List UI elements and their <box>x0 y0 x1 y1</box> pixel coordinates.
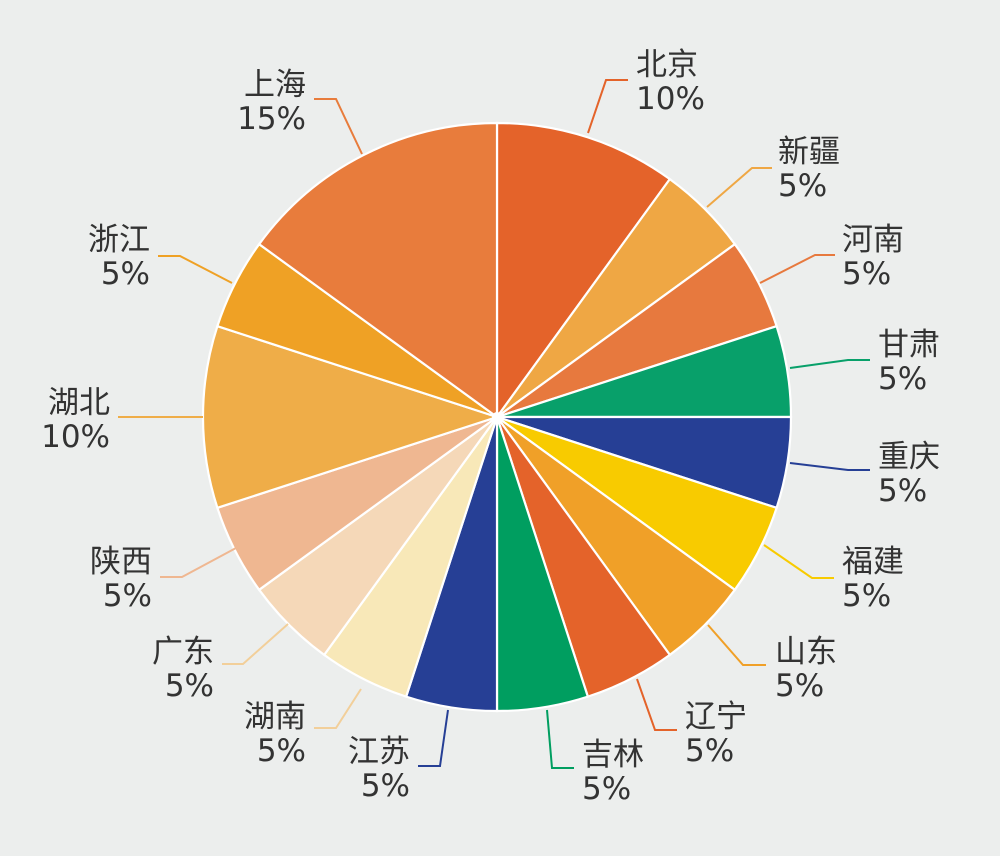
leader-line-5 <box>763 544 834 579</box>
leader-line-15 <box>314 98 363 155</box>
leader-line-6 <box>707 624 766 666</box>
leader-line-11 <box>222 623 289 665</box>
leader-line-12 <box>160 547 237 578</box>
slice-label-name-12: 陕西 <box>90 544 152 580</box>
pie-slices <box>201 121 793 713</box>
slice-label-value-13: 10% <box>41 419 110 455</box>
slice-label-name-10: 湖南 <box>244 699 306 735</box>
slice-label-name-11: 广东 <box>152 634 214 670</box>
slice-label-value-10: 5% <box>257 733 306 769</box>
leader-line-10 <box>314 688 362 729</box>
slice-label-name-5: 福建 <box>842 544 904 580</box>
leader-line-14 <box>158 255 233 284</box>
slice-label-name-9: 江苏 <box>348 734 410 770</box>
slice-label-value-8: 5% <box>582 771 631 807</box>
pie-slice-15 <box>257 121 499 420</box>
slice-label-name-3: 甘肃 <box>878 327 940 363</box>
slice-label-name-7: 辽宁 <box>685 699 747 735</box>
slice-label-name-2: 河南 <box>842 222 904 258</box>
slice-label-value-7: 5% <box>685 733 734 769</box>
slice-label-value-6: 5% <box>775 668 824 704</box>
slice-label-value-2: 5% <box>842 256 891 292</box>
slice-label-value-14: 5% <box>101 256 150 292</box>
slice-label-value-4: 5% <box>878 473 927 509</box>
slice-label-value-11: 5% <box>165 668 214 704</box>
slice-label-value-5: 5% <box>842 578 891 614</box>
leader-line-2 <box>759 254 835 284</box>
slice-label-value-9: 5% <box>361 768 410 804</box>
leader-line-8 <box>546 709 574 769</box>
leader-line-0 <box>587 79 628 134</box>
slice-label-name-14: 浙江 <box>88 222 150 258</box>
leader-line-7 <box>636 678 677 731</box>
slice-label-value-3: 5% <box>878 361 927 397</box>
slice-label-value-12: 5% <box>103 578 152 614</box>
slice-label-name-8: 吉林 <box>582 737 644 773</box>
pie-slice-0 <box>495 121 672 421</box>
slice-label-name-4: 重庆 <box>878 439 940 475</box>
slice-label-name-0: 北京 <box>636 47 698 83</box>
slice-label-value-15: 15% <box>237 101 306 137</box>
pie-slice-13 <box>201 324 501 510</box>
leader-line-1 <box>706 167 772 208</box>
leader-line-4 <box>789 462 870 471</box>
pie-center-hub <box>492 412 502 422</box>
slice-label-value-1: 5% <box>778 168 827 204</box>
slice-label-name-1: 新疆 <box>778 134 840 170</box>
slice-labels: 北京10%新疆5%河南5%甘肃5%重庆5%福建5%山东5%辽宁5%吉林5%江苏5… <box>41 47 940 807</box>
leader-line-3 <box>789 359 870 369</box>
slice-label-name-15: 上海 <box>244 67 306 103</box>
slice-label-name-13: 湖北 <box>48 385 110 421</box>
leader-line-9 <box>418 709 449 767</box>
slice-label-name-6: 山东 <box>775 634 837 670</box>
slice-label-value-0: 10% <box>636 81 705 117</box>
leader-lines <box>118 79 870 769</box>
